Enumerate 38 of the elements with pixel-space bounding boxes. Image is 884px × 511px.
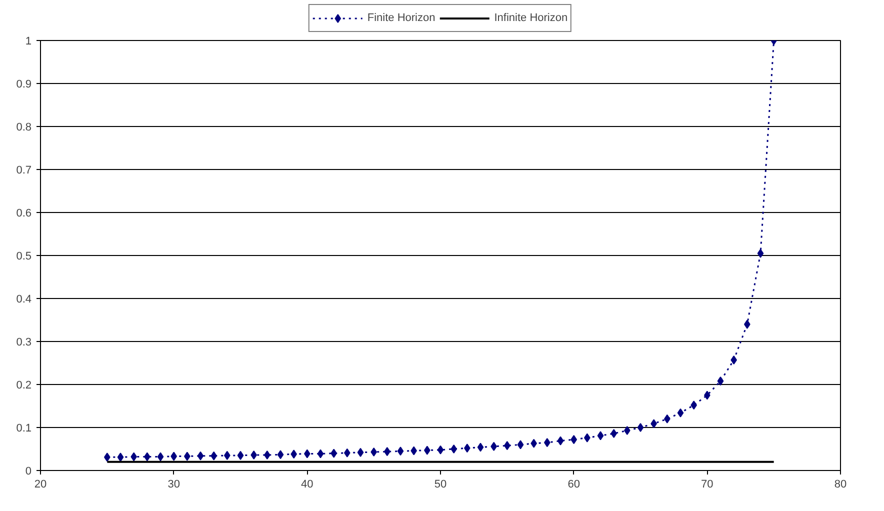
point xyxy=(437,445,444,454)
x-tick-label: 50 xyxy=(434,478,447,490)
y-tick-label: 0.6 xyxy=(16,208,32,220)
x-tick-label: 70 xyxy=(701,478,714,490)
y-tick-label: 0.3 xyxy=(16,336,32,348)
point xyxy=(677,408,684,418)
y-tick-label: 0.5 xyxy=(16,250,32,262)
y-tick-label: 0.1 xyxy=(16,422,32,434)
point xyxy=(157,452,164,462)
legend-label: Infinite Horizon xyxy=(494,12,568,24)
x-tick-label: 20 xyxy=(34,478,47,490)
point xyxy=(117,452,124,462)
point xyxy=(197,451,204,460)
x-tick-label: 30 xyxy=(168,478,180,490)
point xyxy=(517,440,524,450)
x-tick-label: 80 xyxy=(834,478,847,490)
point xyxy=(357,448,364,457)
x-tick-label: 60 xyxy=(568,478,580,490)
y-tick-label: 0.8 xyxy=(16,122,32,134)
point xyxy=(317,449,324,458)
point xyxy=(477,442,484,452)
legend-label: Finite Horizon xyxy=(367,12,436,24)
point xyxy=(597,431,604,440)
point xyxy=(237,450,244,460)
y-tick-label: 0.9 xyxy=(16,78,32,90)
point xyxy=(450,444,457,454)
point xyxy=(277,450,284,460)
point xyxy=(717,376,724,386)
point xyxy=(557,436,564,446)
point xyxy=(397,446,404,456)
y-tick-label: 0.7 xyxy=(16,164,32,176)
y-tick-label: 0.4 xyxy=(16,294,32,306)
x-tick-label: 40 xyxy=(301,478,314,490)
y-tick-label: 0.2 xyxy=(16,380,32,392)
y-tick-label: 0 xyxy=(25,466,32,478)
point xyxy=(637,423,644,432)
point xyxy=(757,248,764,258)
y-tick-label: 1 xyxy=(25,36,32,48)
